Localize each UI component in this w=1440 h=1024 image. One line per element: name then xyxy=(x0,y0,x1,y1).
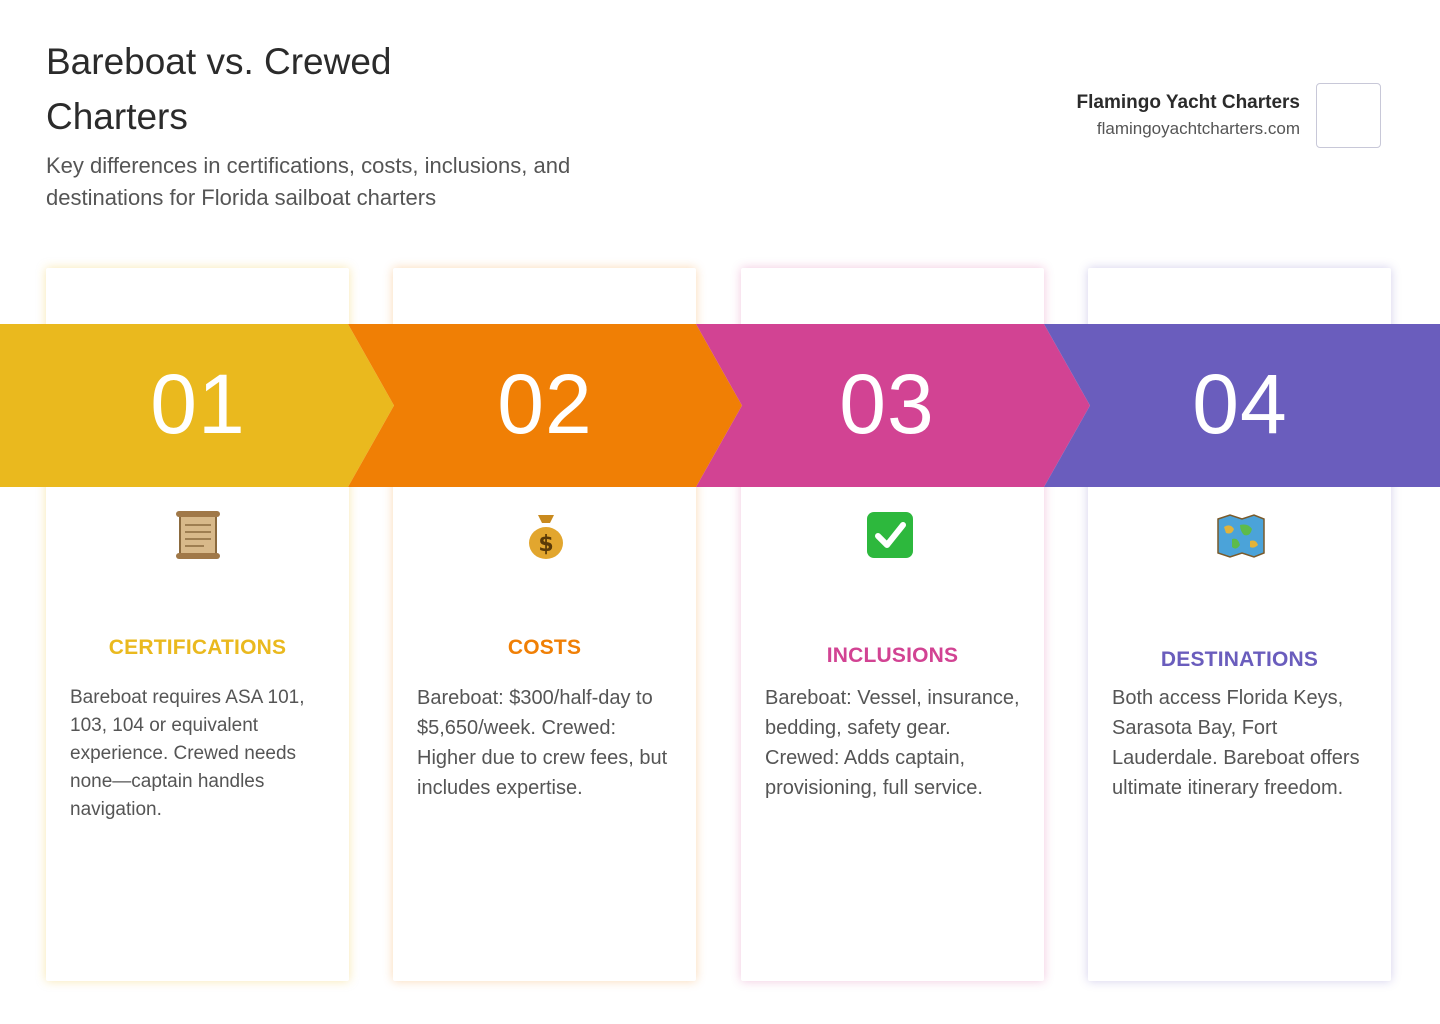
step-number: 04 xyxy=(1192,357,1288,451)
money-bag-icon: $ xyxy=(516,505,576,565)
brand-name: Flamingo Yacht Charters xyxy=(1076,92,1301,113)
step-number: 02 xyxy=(497,357,593,451)
brand-block: Flamingo Yacht Charters flamingoyachtcha… xyxy=(1077,90,1301,142)
step-number: 03 xyxy=(839,357,935,451)
step-number: 01 xyxy=(150,357,246,451)
card-description: Bareboat requires ASA 101, 103, 104 or e… xyxy=(70,687,305,820)
brand-logo xyxy=(1316,83,1381,148)
step-ribbon xyxy=(0,324,1440,487)
card-description: Bareboat: $300/half-day to $5,650/week. … xyxy=(417,687,668,799)
svg-text:$: $ xyxy=(538,532,553,557)
ribbon-segment-03 xyxy=(696,324,1090,487)
card-heading: CERTIFICATIONS xyxy=(108,636,287,659)
world-map-icon xyxy=(1210,505,1270,565)
check-mark-icon xyxy=(860,505,920,565)
page-subtitle: Key differences in certifications, costs… xyxy=(46,153,571,210)
scroll-icon xyxy=(168,505,228,565)
ribbon-segment-02 xyxy=(348,324,742,487)
brand-url[interactable]: flamingoyachtcharters.com xyxy=(1096,119,1300,138)
page-title: Bareboat vs. Crewed Charters xyxy=(46,41,392,137)
icon-circle xyxy=(490,470,600,580)
ribbon-segment-01 xyxy=(0,324,394,487)
card-heading: DESTINATIONS xyxy=(1160,648,1319,671)
ribbon-segment-04 xyxy=(1044,324,1440,487)
card-description: Bareboat: Vessel, insurance, bedding, sa… xyxy=(765,687,1020,799)
card-description: Both access Florida Keys, Sarasota Bay, … xyxy=(1112,687,1360,799)
card-heading: COSTS xyxy=(507,636,582,659)
card-heading: INCLUSIONS xyxy=(826,644,959,667)
